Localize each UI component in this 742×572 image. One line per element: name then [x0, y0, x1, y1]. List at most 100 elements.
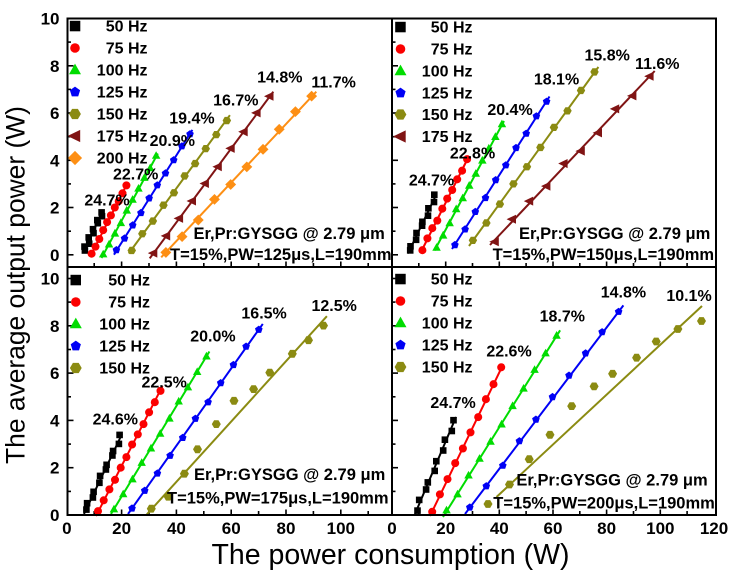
svg-text:Hz: Hz: [449, 360, 473, 377]
svg-text:18.1%: 18.1%: [534, 72, 579, 89]
svg-text:Er,Pr:GYSGG @ 2.79 μm: Er,Pr:GYSGG @ 2.79 μm: [194, 225, 385, 243]
svg-text:22.5%: 22.5%: [142, 375, 187, 392]
svg-text:10: 10: [41, 10, 60, 29]
svg-text:22.7%: 22.7%: [113, 167, 158, 184]
svg-text:50: 50: [431, 272, 449, 289]
svg-text:24.6%: 24.6%: [93, 412, 138, 429]
svg-text:20.9%: 20.9%: [150, 133, 195, 150]
svg-text:125: 125: [97, 85, 124, 102]
svg-text:75: 75: [431, 42, 449, 59]
svg-text:20: 20: [436, 519, 455, 538]
svg-text:22.6%: 22.6%: [486, 344, 531, 361]
svg-text:150: 150: [99, 361, 126, 378]
svg-text:Hz: Hz: [124, 63, 148, 80]
svg-text:Hz: Hz: [126, 339, 150, 356]
svg-text:The power consumption (W): The power consumption (W): [212, 539, 570, 571]
svg-text:Hz: Hz: [449, 107, 473, 124]
svg-text:Hz: Hz: [124, 151, 148, 168]
svg-text:6: 6: [50, 104, 59, 123]
svg-text:Hz: Hz: [124, 129, 148, 146]
svg-text:2: 2: [50, 459, 59, 478]
svg-text:Hz: Hz: [124, 19, 148, 36]
svg-text:0: 0: [62, 519, 71, 538]
svg-text:8: 8: [50, 57, 59, 76]
svg-text:19.4%: 19.4%: [169, 111, 214, 128]
svg-text:24.7%: 24.7%: [84, 193, 129, 210]
svg-text:T=15%,PW=200μs,L=190mm: T=15%,PW=200μs,L=190mm: [493, 495, 715, 513]
svg-text:Hz: Hz: [126, 317, 150, 334]
svg-text:14.8%: 14.8%: [257, 70, 302, 87]
svg-text:80: 80: [277, 519, 296, 538]
svg-text:11.6%: 11.6%: [635, 56, 679, 73]
svg-text:100: 100: [422, 316, 449, 333]
svg-text:12.5%: 12.5%: [312, 298, 357, 315]
svg-text:Hz: Hz: [449, 338, 473, 355]
svg-text:11.7%: 11.7%: [311, 75, 355, 92]
svg-text:Hz: Hz: [449, 20, 473, 37]
svg-text:4: 4: [50, 151, 60, 170]
svg-text:150: 150: [422, 360, 449, 377]
svg-text:75: 75: [106, 41, 124, 58]
svg-text:0: 0: [50, 246, 59, 265]
svg-text:Er,Pr:GYSGG @ 2.79 μm: Er,Pr:GYSGG @ 2.79 μm: [519, 225, 710, 243]
svg-text:100: 100: [327, 519, 355, 538]
svg-text:Hz: Hz: [124, 41, 148, 58]
svg-text:T=15%,PW=150μs,L=190mm: T=15%,PW=150μs,L=190mm: [493, 246, 715, 264]
svg-text:175: 175: [422, 129, 449, 146]
svg-text:50: 50: [106, 19, 124, 36]
svg-text:80: 80: [597, 519, 616, 538]
svg-text:Hz: Hz: [449, 294, 473, 311]
svg-text:Hz: Hz: [124, 85, 148, 102]
svg-text:15.8%: 15.8%: [585, 48, 630, 65]
svg-text:Hz: Hz: [124, 107, 148, 124]
svg-text:Hz: Hz: [126, 295, 150, 312]
svg-text:4: 4: [50, 411, 60, 430]
svg-text:8: 8: [50, 317, 59, 336]
svg-text:60: 60: [544, 519, 563, 538]
svg-text:150: 150: [422, 107, 449, 124]
svg-text:0: 0: [387, 519, 396, 538]
svg-text:Hz: Hz: [449, 42, 473, 59]
svg-text:T=15%,PW=175μs,L=190mm: T=15%,PW=175μs,L=190mm: [167, 490, 389, 508]
svg-text:Hz: Hz: [449, 272, 473, 289]
svg-text:Hz: Hz: [449, 129, 473, 146]
svg-text:The average output power (W): The average output power (W): [1, 106, 31, 464]
svg-text:125: 125: [422, 86, 449, 103]
svg-text:24.7%: 24.7%: [409, 173, 454, 190]
svg-text:100: 100: [422, 64, 449, 81]
svg-text:125: 125: [422, 338, 449, 355]
svg-text:50: 50: [431, 20, 449, 37]
svg-text:175: 175: [97, 129, 124, 146]
svg-text:22.8%: 22.8%: [450, 146, 495, 163]
svg-text:18.7%: 18.7%: [540, 309, 585, 326]
svg-text:Hz: Hz: [126, 361, 150, 378]
svg-text:20.4%: 20.4%: [487, 102, 532, 119]
svg-text:Er,Pr:GYSGG @ 2.79 μm: Er,Pr:GYSGG @ 2.79 μm: [194, 466, 385, 484]
svg-text:100: 100: [646, 519, 674, 538]
svg-text:125: 125: [99, 339, 126, 356]
svg-text:Hz: Hz: [126, 273, 150, 290]
svg-text:2: 2: [50, 199, 59, 218]
svg-text:60: 60: [222, 519, 241, 538]
svg-text:150: 150: [97, 107, 124, 124]
svg-text:10: 10: [41, 270, 60, 289]
svg-text:16.5%: 16.5%: [241, 306, 286, 323]
svg-text:0: 0: [50, 506, 59, 525]
svg-text:120: 120: [700, 519, 728, 538]
svg-text:20: 20: [112, 519, 131, 538]
svg-text:Er,Pr:GYSGG @ 2.79 μm: Er,Pr:GYSGG @ 2.79 μm: [516, 472, 707, 490]
svg-text:75: 75: [108, 295, 126, 312]
svg-text:6: 6: [50, 364, 59, 383]
svg-text:75: 75: [431, 294, 449, 311]
svg-text:100: 100: [99, 317, 126, 334]
svg-text:50: 50: [108, 273, 126, 290]
svg-text:16.7%: 16.7%: [213, 93, 258, 110]
svg-text:100: 100: [97, 63, 124, 80]
svg-text:14.8%: 14.8%: [601, 285, 646, 302]
svg-text:10.1%: 10.1%: [666, 288, 711, 305]
svg-text:Hz: Hz: [449, 64, 473, 81]
svg-text:Hz: Hz: [449, 86, 473, 103]
svg-text:T=15%,PW=125μs,L=190mm: T=15%,PW=125μs,L=190mm: [170, 246, 392, 264]
svg-text:20.0%: 20.0%: [190, 329, 235, 346]
svg-text:Hz: Hz: [449, 316, 473, 333]
